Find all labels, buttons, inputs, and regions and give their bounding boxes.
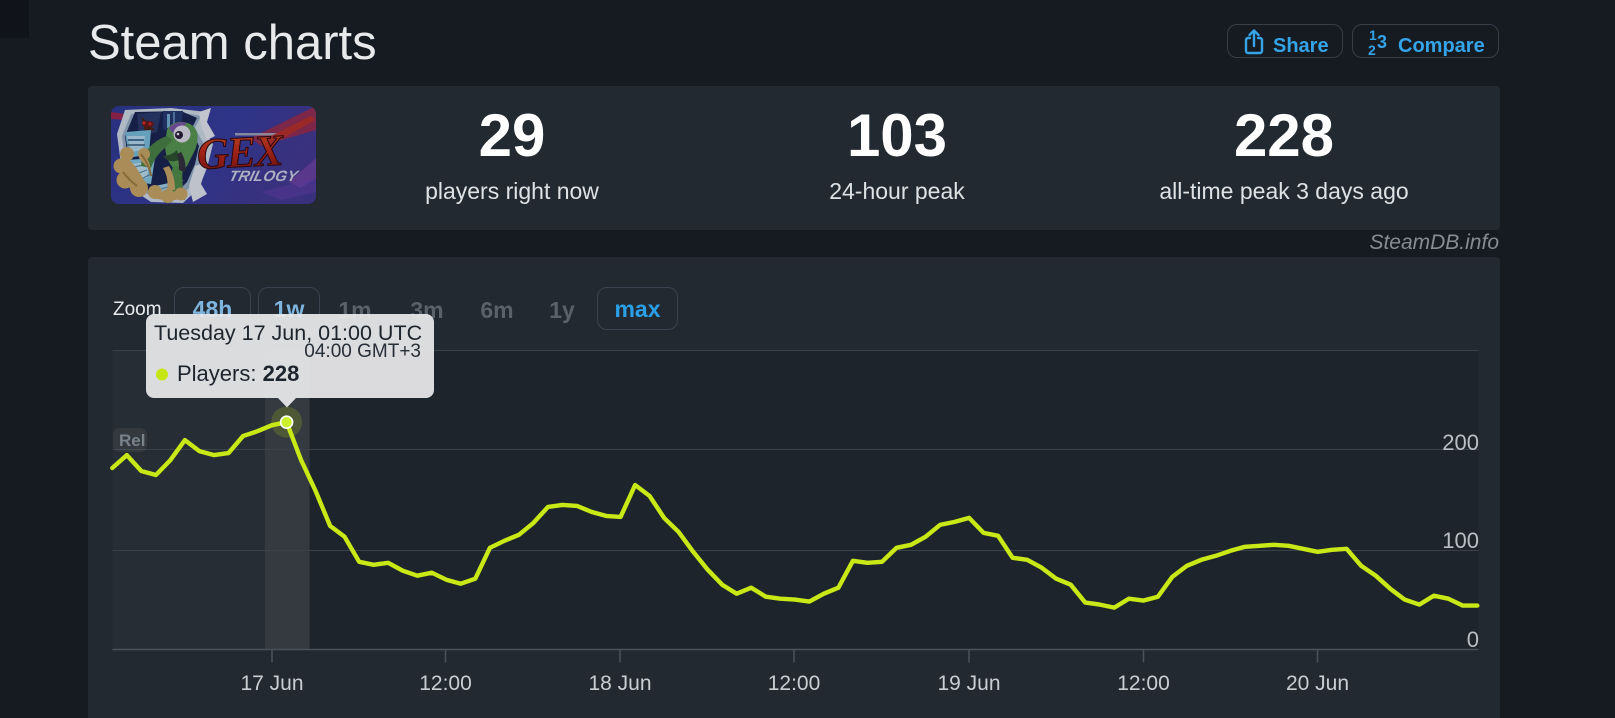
svg-text:04:00 GMT+3: 04:00 GMT+3 [304,341,421,362]
svg-text:GEX: GEX [196,126,287,180]
svg-text:Tuesday 17 Jun, 01:00 UTC: Tuesday 17 Jun, 01:00 UTC [154,321,422,345]
svg-text:Players: 228: Players: 228 [177,361,299,386]
svg-text:TRILOGY: TRILOGY [227,168,301,185]
svg-text:2: 2 [1368,42,1376,57]
svg-text:1: 1 [1369,27,1377,43]
svg-text:Share: Share [1273,35,1329,57]
svg-text:Compare: Compare [1398,35,1485,57]
svg-text:3: 3 [1377,32,1387,52]
